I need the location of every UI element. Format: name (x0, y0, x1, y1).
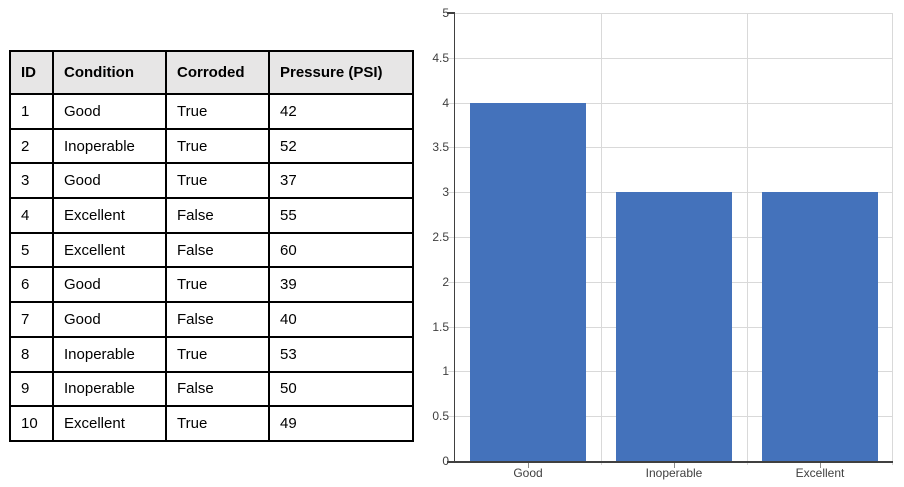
y-axis-tick-label: 1 (442, 364, 449, 379)
y-axis-top-tick (447, 12, 455, 14)
table-cell: True (165, 162, 270, 200)
table-cell: Good (52, 266, 167, 304)
table-cell: 4 (9, 197, 54, 234)
chart-bar (469, 102, 587, 461)
table-row: 10 Excellent True 49 (9, 405, 414, 442)
table-header-cell: Condition (52, 50, 167, 95)
y-axis-tick-label: 3 (442, 185, 449, 200)
table-header: ID Condition Corroded Pressure (PSI) (9, 50, 414, 95)
y-axis-tick-label: 0.5 (432, 409, 449, 424)
table-header-row: ID Condition Corroded Pressure (PSI) (9, 50, 414, 95)
table-cell: 49 (268, 405, 414, 442)
x-axis-tick (820, 463, 821, 468)
table-row: 6 Good True 39 (9, 266, 414, 304)
y-axis-tick-label: 3.5 (432, 140, 449, 155)
table-cell: 42 (268, 93, 414, 130)
table-cell: 7 (9, 301, 54, 338)
h-gridline (448, 147, 893, 149)
x-axis-tick (674, 463, 675, 468)
table-cell: 6 (9, 266, 54, 304)
y-axis-tick-label: 5 (442, 6, 449, 20)
table-cell: 10 (9, 405, 54, 442)
bar-chart: 0 0.5 1 1.5 2 2.5 3 3.5 4 4.5 5 Good Inoperable Exce… (420, 0, 904, 487)
table-cell: 39 (268, 266, 414, 304)
table-row: 8 Inoperable True 53 (9, 335, 414, 373)
table-cell: False (165, 197, 270, 234)
y-axis-tick-label: 4.5 (432, 50, 449, 65)
y-axis-tick-label: 2.5 (432, 230, 449, 244)
h-gridline (448, 102, 893, 104)
table-cell: Inoperable (52, 370, 167, 408)
v-gridline (746, 13, 748, 465)
y-axis-line (453, 12, 455, 461)
table-row: 1 Good True 42 (9, 93, 414, 130)
table-cell: True (165, 127, 270, 165)
chart-bar (615, 192, 733, 461)
table-cell: Good (52, 93, 167, 130)
h-gridline (448, 13, 893, 14)
x-axis-line (447, 461, 893, 463)
table-header-cell: ID (9, 50, 54, 95)
x-axis-tick (527, 463, 529, 468)
table-cell: 5 (9, 231, 54, 269)
chart-plot-area (447, 12, 893, 468)
table-cell: 9 (9, 370, 54, 408)
table-cell: Excellent (52, 197, 167, 234)
table-cell: Inoperable (52, 127, 167, 165)
table-cell: 8 (9, 335, 54, 373)
table-cell: Excellent (52, 231, 167, 269)
table-header-cell: Pressure (PSI) (268, 50, 414, 95)
x-axis-category-label: Good (513, 466, 543, 480)
table-cell: 40 (268, 301, 414, 338)
table-cell: 1 (9, 93, 54, 130)
table-cell: Good (52, 162, 167, 200)
table-row: 4 Excellent False 55 (9, 197, 414, 234)
table-row: 9 Inoperable False 50 (9, 370, 414, 408)
table-cell: False (165, 231, 270, 269)
data-table: ID Condition Corroded Pressure (PSI) 1 Good T… (9, 50, 414, 442)
table-cell: Inoperable (52, 335, 167, 373)
x-axis-category-label: Inoperable (645, 466, 703, 480)
table-row: 3 Good True 37 (9, 162, 414, 200)
table-cell: False (165, 370, 270, 408)
table-row: 5 Excellent False 60 (9, 231, 414, 269)
table-cell: True (165, 93, 270, 130)
v-gridline (892, 13, 893, 465)
y-axis-tick-label: 4 (442, 95, 449, 110)
y-axis-tick-label: 0 (442, 454, 449, 468)
table-row: 2 Inoperable True 52 (9, 127, 414, 165)
table-cell: 3 (9, 162, 54, 200)
table-cell: 53 (268, 335, 414, 373)
table-cell: True (165, 266, 270, 304)
table-cell: True (165, 405, 270, 442)
h-gridline (448, 57, 893, 59)
chart-bar (761, 192, 879, 461)
table-cell: 60 (268, 231, 414, 269)
x-axis-category-label: Excellent (795, 466, 845, 480)
table-body: 1 Good True 42 2 Inoperable True 52 3 Good True 37 4… (9, 93, 414, 442)
y-axis-tick-label: 1.5 (432, 319, 449, 334)
table-cell: Excellent (52, 405, 167, 442)
y-axis-tick-label: 2 (442, 274, 449, 289)
table-cell: 55 (268, 197, 414, 234)
table-cell: False (165, 301, 270, 338)
table-cell: 50 (268, 370, 414, 408)
table-cell: 52 (268, 127, 414, 165)
table-header-cell: Corroded (165, 50, 270, 95)
table-row: 7 Good False 40 (9, 301, 414, 338)
v-gridline (600, 13, 602, 465)
table-cell: 2 (9, 127, 54, 165)
table-cell: True (165, 335, 270, 373)
table-cell: Good (52, 301, 167, 338)
table-cell: 37 (268, 162, 414, 200)
